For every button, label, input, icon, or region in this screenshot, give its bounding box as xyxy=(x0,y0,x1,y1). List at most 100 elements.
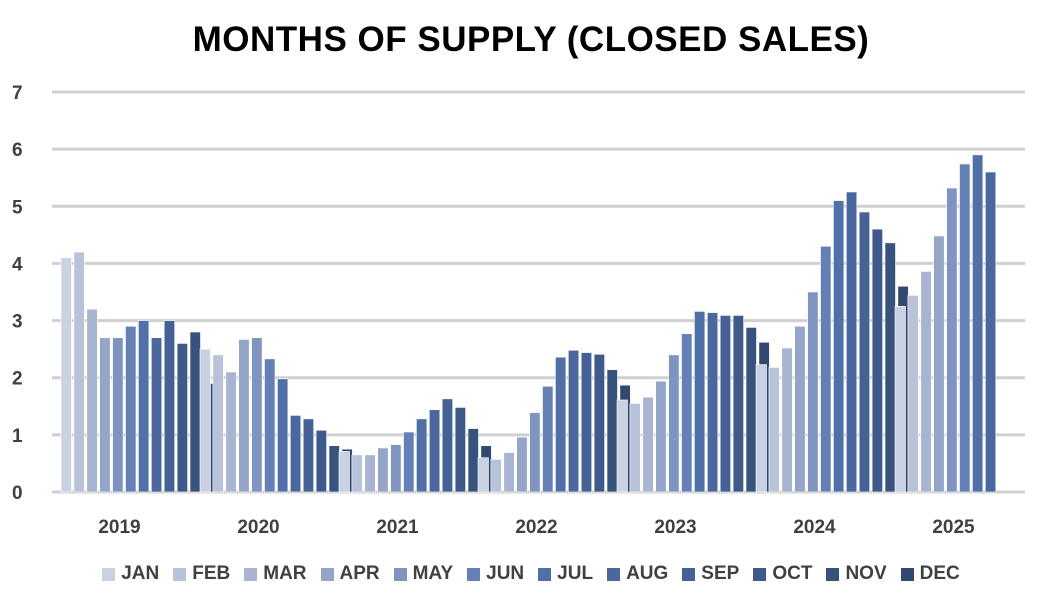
legend-swatch xyxy=(538,567,552,581)
bar-jun-2025 xyxy=(959,163,971,493)
bar-feb-2022 xyxy=(490,459,502,493)
y-tick-label: 2 xyxy=(12,369,23,390)
y-tick-label: 3 xyxy=(12,312,23,333)
legend-swatch xyxy=(393,567,407,581)
legend-label: AUG xyxy=(626,563,669,584)
legend-item-feb: FEB xyxy=(173,563,230,585)
legend-label: MAY xyxy=(412,563,454,584)
bar-aug-2021 xyxy=(428,409,441,493)
bar-apr-2024 xyxy=(794,325,806,493)
x-tick-label: 2022 xyxy=(515,517,557,538)
bar-jan-2022 xyxy=(477,457,489,493)
legend-item-jul: JUL xyxy=(538,563,593,585)
bar-mar-2022 xyxy=(503,452,515,493)
bar-sep-2020 xyxy=(302,418,315,493)
bar-apr-2025 xyxy=(933,235,945,493)
bar-nov-2023 xyxy=(745,327,757,493)
legend-swatch xyxy=(900,567,914,581)
y-tick-label: 6 xyxy=(12,140,23,161)
legend-label: MAR xyxy=(263,563,307,584)
bar-jun-2024 xyxy=(820,245,832,493)
legend-item-nov: NOV xyxy=(826,563,887,585)
bar-jan-2023 xyxy=(616,399,628,493)
bar-sep-2024 xyxy=(858,211,871,493)
bar-may-2025 xyxy=(946,187,958,493)
legend-swatch xyxy=(244,567,258,581)
bar-mar-2023 xyxy=(642,396,654,493)
legend-swatch xyxy=(173,567,187,581)
bar-jun-2020 xyxy=(264,358,276,493)
legend-swatch xyxy=(607,567,621,581)
y-tick-label: 4 xyxy=(12,254,23,275)
bar-aug-2023 xyxy=(706,312,719,493)
x-tick-label: 2019 xyxy=(98,517,140,538)
bar-jan-2025 xyxy=(894,305,906,493)
bar-feb-2025 xyxy=(907,295,919,493)
legend-label: JUL xyxy=(557,563,594,584)
legend-label: DEC xyxy=(919,563,960,584)
legend-item-mar: MAR xyxy=(244,563,307,585)
bar-may-2024 xyxy=(807,291,819,493)
bar-feb-2019 xyxy=(73,251,85,493)
legend-label: APR xyxy=(339,563,380,584)
legend-item-aug: AUG xyxy=(607,563,668,585)
bar-aug-2022 xyxy=(567,349,580,493)
y-tick-label: 0 xyxy=(12,483,23,504)
legend-swatch xyxy=(682,567,696,581)
bar-nov-2021 xyxy=(467,428,479,493)
legend-item-jun: JUN xyxy=(467,563,524,585)
legend-label: NOV xyxy=(845,563,887,584)
bar-aug-2019 xyxy=(151,337,163,493)
bar-mar-2019 xyxy=(86,308,98,493)
chart-title: MONTHS OF SUPPLY (CLOSED SALES) xyxy=(192,20,870,59)
bar-jul-2022 xyxy=(555,356,567,493)
legend-item-oct: OCT xyxy=(753,563,812,585)
bar-sep-2021 xyxy=(441,398,454,493)
bar-may-2021 xyxy=(390,444,402,493)
bar-apr-2022 xyxy=(516,436,528,493)
legend-swatch xyxy=(320,567,334,581)
legend: JAN FEB MAR APR MAY JUN JUL AUG SEP OCT NOV DEC xyxy=(0,563,1050,585)
bar-jul-2024 xyxy=(833,200,845,493)
legend-swatch xyxy=(102,567,116,581)
bar-apr-2019 xyxy=(99,337,111,493)
bar-feb-2021 xyxy=(351,454,363,493)
bar-oct-2023 xyxy=(732,315,744,493)
legend-swatch xyxy=(753,567,767,581)
bar-jul-2021 xyxy=(416,418,428,493)
bar-nov-2024 xyxy=(884,242,896,493)
bar-may-2023 xyxy=(668,354,680,493)
legend-item-may: MAY xyxy=(393,563,454,585)
bar-may-2020 xyxy=(251,337,263,493)
bar-oct-2024 xyxy=(871,228,883,493)
bar-mar-2025 xyxy=(920,271,932,493)
legend-item-apr: APR xyxy=(320,563,380,585)
bar-feb-2024 xyxy=(768,367,780,493)
x-tick-label: 2021 xyxy=(376,517,419,538)
bar-jul-2019 xyxy=(138,320,150,493)
bar-feb-2023 xyxy=(629,403,641,493)
bar-jan-2021 xyxy=(338,451,350,493)
legend-label: OCT xyxy=(772,563,813,584)
bar-nov-2020 xyxy=(328,445,340,493)
x-tick-label: 2024 xyxy=(793,517,836,538)
bar-jun-2019 xyxy=(125,325,137,493)
legend-label: JAN xyxy=(121,563,160,584)
bar-apr-2021 xyxy=(377,447,389,493)
bar-oct-2022 xyxy=(593,353,605,493)
bar-sep-2022 xyxy=(580,352,593,493)
legend-item-jan: JAN xyxy=(102,563,159,585)
y-tick-label: 7 xyxy=(12,83,23,104)
bar-oct-2021 xyxy=(454,407,466,493)
bar-apr-2020 xyxy=(238,339,250,493)
legend-label: SEP xyxy=(701,563,740,584)
bar-nov-2019 xyxy=(189,331,201,493)
bar-mar-2020 xyxy=(225,371,237,493)
legend-item-dec: DEC xyxy=(900,563,960,585)
bar-feb-2020 xyxy=(212,354,224,493)
legend-label: JUN xyxy=(486,563,525,584)
legend-swatch xyxy=(826,567,840,581)
bar-may-2019 xyxy=(112,337,124,493)
